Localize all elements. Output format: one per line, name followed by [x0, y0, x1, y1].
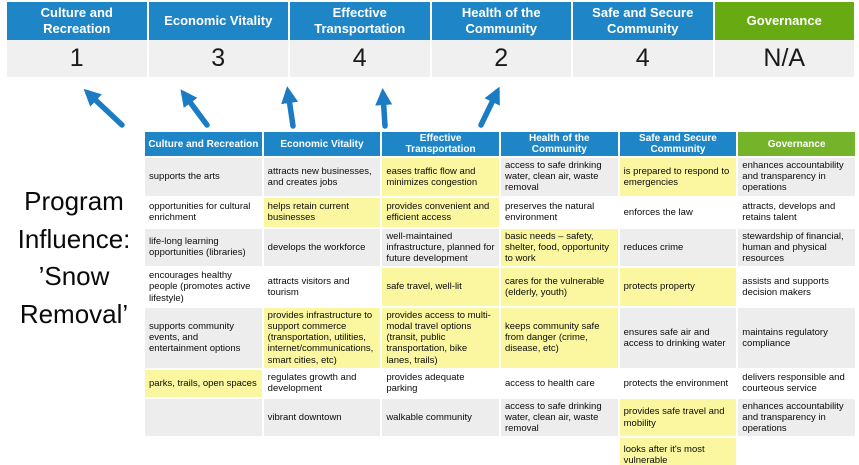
score-transportation: 4 [290, 40, 430, 77]
matrix-cell: access to health care [500, 369, 618, 397]
matrix-cell: attracts, develops and retains talent [738, 197, 855, 227]
matrix-cell [263, 438, 381, 465]
matrix-header-culture: Culture and Recreation [145, 132, 262, 156]
matrix-cell: eases traffic flow and minimizes congest… [382, 158, 499, 196]
priority-header-safety: Safe and Secure Community [573, 2, 713, 40]
matrix-cell: assists and supports decision makers [738, 268, 855, 306]
matrix-row: encourages healthy people (promotes acti… [145, 268, 855, 306]
priority-header-economic: Economic Vitality [148, 2, 288, 40]
matrix-cell: is prepared to respond to emergencies [619, 158, 737, 196]
matrix-cell [738, 438, 855, 465]
matrix-cell: opportunities for cultural enrichment [145, 197, 262, 227]
matrix-cell: basic needs – safety, shelter, food, opp… [500, 228, 618, 267]
program-title: Program Influence: ’Snow Removal’ [0, 183, 148, 334]
program-title-line: Removal’ [19, 299, 129, 330]
arrow-culture [83, 88, 125, 128]
matrix-cell: reduces crime [619, 228, 737, 267]
program-title-line: ’Snow [38, 261, 110, 292]
matrix-header-governance: Governance [738, 132, 855, 156]
matrix-cell: regulates growth and development [263, 369, 381, 397]
matrix-cell: develops the workforce [263, 228, 381, 267]
matrix-cell: provides access to multi-modal travel op… [382, 307, 499, 368]
score-governance: N/A [714, 40, 854, 77]
matrix-cell: preserves the natural environment [500, 197, 618, 227]
arrow-economic [180, 89, 210, 128]
matrix-cell: attracts visitors and tourism [263, 268, 381, 306]
arrow-safety [478, 86, 500, 128]
matrix-header-row: Culture and Recreation Economic Vitality… [145, 132, 855, 156]
arrow-transportation [281, 86, 299, 129]
program-title-line: Influence: [17, 223, 131, 254]
matrix-cell: access to safe drinking water, clean air… [500, 158, 618, 196]
matrix-cell: cares for the vulnerable (elderly, youth… [500, 268, 618, 306]
score-safety: 4 [573, 40, 713, 77]
matrix-cell: life-long learning opportunities (librar… [145, 228, 262, 267]
matrix-cell: helps retain current businesses [263, 197, 381, 227]
program-title-line: Program [24, 186, 124, 216]
matrix-cell: parks, trails, open spaces [145, 369, 262, 397]
matrix-cell: provides infrastructure to support comme… [263, 307, 381, 368]
matrix-cell: safe travel, well-lit [382, 268, 499, 306]
matrix-cell: attracts new businesses, and creates job… [263, 158, 381, 196]
matrix-cell: stewardship of financial, human and phys… [738, 228, 855, 267]
matrix-cell: walkable community [382, 398, 499, 437]
matrix-cell: provides safe travel and mobility [619, 398, 737, 437]
priority-header-governance: Governance [714, 2, 854, 40]
influence-matrix-table: Culture and Recreation Economic Vitality… [143, 130, 857, 465]
matrix-cell: maintains regulatory compliance [738, 307, 855, 368]
matrix-cell: access to safe drinking water, clean air… [500, 398, 618, 437]
matrix-cell: enhances accountability and transparency… [738, 398, 855, 437]
matrix-cell: looks after it's most vulnerable [619, 438, 737, 465]
matrix-cell: well-maintained infrastructure, planned … [382, 228, 499, 267]
matrix-header-health: Health of the Community [500, 132, 618, 156]
matrix-cell [500, 438, 618, 465]
priority-header-row: Culture and Recreation Economic Vitality… [7, 2, 854, 40]
matrix-row: supports the arts attracts new businesse… [145, 158, 855, 196]
matrix-row: vibrant downtown walkable community acce… [145, 398, 855, 437]
arrow-health [375, 88, 393, 129]
matrix-row: parks, trails, open spaces regulates gro… [145, 369, 855, 397]
matrix-cell [382, 438, 499, 465]
priority-header-transportation: Effective Transportation [290, 2, 430, 40]
matrix-cell [145, 438, 262, 465]
matrix-cell: vibrant downtown [263, 398, 381, 437]
priority-score-table: Culture and Recreation Economic Vitality… [5, 2, 856, 77]
matrix-cell: ensures safe air and access to drinking … [619, 307, 737, 368]
priority-header-health: Health of the Community [431, 2, 571, 40]
matrix-header-economic: Economic Vitality [263, 132, 381, 156]
matrix-header-safety: Safe and Secure Community [619, 132, 737, 156]
matrix-cell [145, 398, 262, 437]
matrix-cell: protects the environment [619, 369, 737, 397]
priority-header-culture: Culture and Recreation [7, 2, 147, 40]
matrix-cell: supports community events, and entertain… [145, 307, 262, 368]
matrix-cell: protects property [619, 268, 737, 306]
matrix-cell: enhances accountability and transparency… [738, 158, 855, 196]
matrix-cell: encourages healthy people (promotes acti… [145, 268, 262, 306]
score-health: 2 [431, 40, 571, 77]
matrix-cell: provides adequate parking [382, 369, 499, 397]
matrix-row: looks after it's most vulnerable [145, 438, 855, 465]
influence-arrows [83, 86, 500, 129]
matrix-row: supports community events, and entertain… [145, 307, 855, 368]
matrix-cell: enforces the law [619, 197, 737, 227]
matrix-header-transportation: Effective Transportation [382, 132, 499, 156]
score-economic: 3 [148, 40, 288, 77]
matrix-cell: delivers responsible and courteous servi… [738, 369, 855, 397]
matrix-row: life-long learning opportunities (librar… [145, 228, 855, 267]
matrix-cell: provides convenient and efficient access [382, 197, 499, 227]
matrix-row: opportunities for cultural enrichment he… [145, 197, 855, 227]
priority-score-row: 1 3 4 2 4 N/A [7, 40, 854, 77]
matrix-cell: supports the arts [145, 158, 262, 196]
score-culture: 1 [7, 40, 147, 77]
matrix-cell: keeps community safe from danger (crime,… [500, 307, 618, 368]
